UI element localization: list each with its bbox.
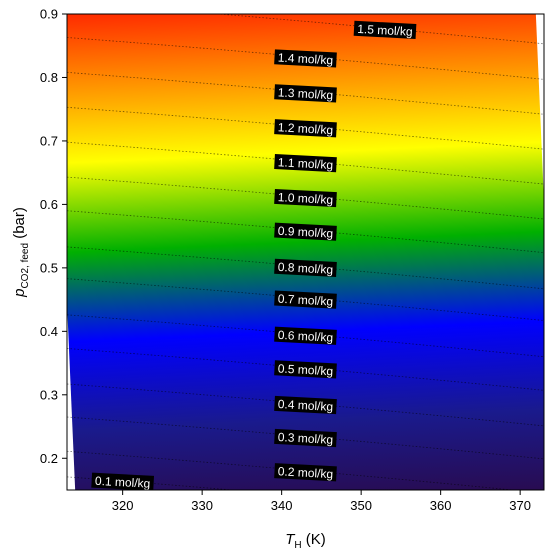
contour-label-bg <box>274 84 337 103</box>
y-axis-title-subscript: CO2, feed <box>20 243 31 289</box>
y-tick-label: 0.2 <box>40 451 58 466</box>
x-axis-title-unit: (K) <box>302 531 326 548</box>
x-tick-label: 330 <box>191 498 213 513</box>
contour-label-bg <box>91 472 155 490</box>
contour-label-text: 1.5 mol/kg <box>357 22 413 39</box>
contour-label: 1.0 mol/kg <box>274 188 337 208</box>
contour-label-text: 0.2 mol/kg <box>277 464 333 481</box>
contour-labels: 0.1 mol/kg 0.2 mol/kg 0.3 mol/kg 0.4 mol/kg… <box>91 20 417 491</box>
contour-label-bg <box>274 258 337 277</box>
y-axis-title-unit: (bar) <box>11 207 28 243</box>
contour-label-text: 0.7 mol/kg <box>277 292 333 309</box>
y-tick-label: 0.8 <box>40 70 58 85</box>
y-tick-label: 0.5 <box>40 260 58 275</box>
contour-label-text: 1.1 mol/kg <box>277 155 333 172</box>
y-tick-label: 0.7 <box>40 133 58 148</box>
contour-label-bg <box>274 326 337 345</box>
contour-label-text: 0.1 mol/kg <box>95 474 151 491</box>
contour-label: 1.1 mol/kg <box>274 154 337 173</box>
contour-label-text: 0.9 mol/kg <box>277 224 333 241</box>
contour-label-bg <box>274 360 337 379</box>
x-axis-title: TH (K) <box>285 531 326 551</box>
contour-label-text: 0.8 mol/kg <box>277 260 333 277</box>
y-axis-title-symbol: p <box>11 289 28 298</box>
contour-label: 1.4 mol/kg <box>274 49 337 68</box>
contour-label-text: 0.5 mol/kg <box>277 361 333 378</box>
contour-label-text: 1.3 mol/kg <box>277 85 333 102</box>
contour-label-bg <box>274 222 337 241</box>
contour-label-text: 1.0 mol/kg <box>277 190 333 207</box>
contour-label-bg <box>274 119 337 138</box>
contour-label-bg <box>274 463 337 482</box>
contour-label-bg <box>274 395 337 415</box>
x-tick-label: 350 <box>350 498 372 513</box>
contour-label-text: 0.4 mol/kg <box>277 397 333 414</box>
y-axis: 0.2 0.3 0.4 0.5 0.6 0.7 0.8 0.9 <box>40 7 67 466</box>
x-axis-title-subscript: H <box>294 540 301 551</box>
x-tick-label: 320 <box>112 498 134 513</box>
x-tick-label: 340 <box>271 498 293 513</box>
contour-label: 0.1 mol/kg <box>91 472 155 491</box>
contour-line <box>214 14 544 45</box>
contour-label: 0.6 mol/kg <box>274 326 337 345</box>
x-axis: 320 330 340 350 360 370 <box>112 490 531 513</box>
y-axis-title: pCO2, feed (bar) <box>11 207 31 298</box>
contour-label: 0.3 mol/kg <box>274 428 337 448</box>
contour-label-text: 1.4 mol/kg <box>277 50 333 67</box>
contour-label-bg <box>353 20 417 39</box>
x-tick-label: 370 <box>509 498 531 513</box>
plot-frame <box>66 13 545 491</box>
contour-label-bg <box>274 154 337 173</box>
x-tick-label: 360 <box>430 498 452 513</box>
contour-label: 1.3 mol/kg <box>274 84 337 103</box>
contour-label: 0.9 mol/kg <box>274 222 337 241</box>
contour-label: 0.5 mol/kg <box>274 360 337 379</box>
contour-label-bg <box>274 49 337 68</box>
y-tick-label: 0.3 <box>40 387 58 402</box>
contour-label: 0.2 mol/kg <box>274 463 337 482</box>
contour-label: 1.5 mol/kg <box>353 20 417 39</box>
contour-label-bg <box>274 290 337 309</box>
contour-label: 0.7 mol/kg <box>274 290 337 309</box>
x-axis-title-symbol: T <box>285 531 296 548</box>
contour-label-text: 1.2 mol/kg <box>277 120 333 137</box>
contour-label-bg <box>274 188 337 208</box>
contour-label: 1.2 mol/kg <box>274 119 337 138</box>
contour-label: 0.4 mol/kg <box>274 395 337 415</box>
contour-label-bg <box>274 428 337 448</box>
contour-label-text: 0.6 mol/kg <box>277 328 333 345</box>
contour-label: 0.8 mol/kg <box>274 258 337 277</box>
y-tick-label: 0.6 <box>40 197 58 212</box>
y-tick-label: 0.9 <box>40 7 58 22</box>
contour-label-text: 0.3 mol/kg <box>277 430 333 447</box>
y-tick-label: 0.4 <box>40 324 58 339</box>
